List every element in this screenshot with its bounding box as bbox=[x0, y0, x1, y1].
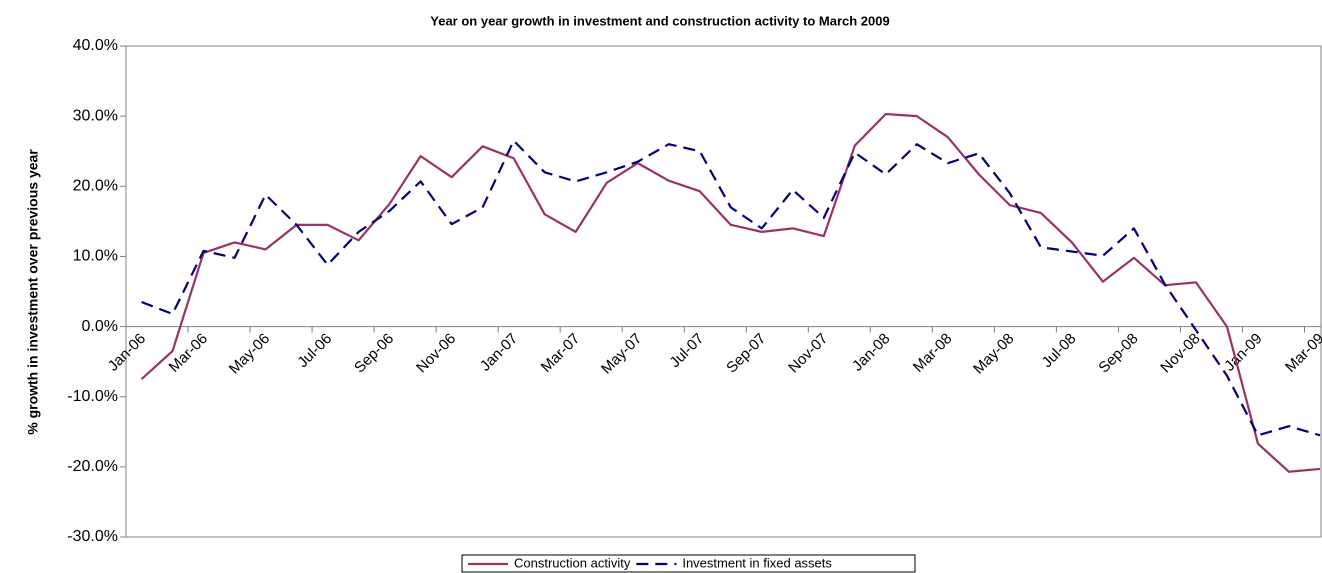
x-tick-label: Mar-06 bbox=[166, 330, 212, 376]
legend-box bbox=[461, 554, 916, 573]
x-tick-label: Jul-06 bbox=[294, 330, 335, 371]
y-tick-label: -10.0% bbox=[67, 388, 118, 405]
chart-title: Year on year growth in investment and co… bbox=[430, 13, 889, 28]
x-tick-label: Mar-09 bbox=[1282, 330, 1322, 376]
x-tick-label: Sep-06 bbox=[351, 330, 397, 376]
x-tick-label: Nov-07 bbox=[785, 330, 831, 376]
y-tick-label: 30.0% bbox=[73, 107, 118, 124]
y-tick-label: -20.0% bbox=[67, 458, 118, 475]
plot-area bbox=[125, 45, 1322, 538]
x-tick-label: Jan-08 bbox=[849, 330, 893, 374]
x-tick-label: May-08 bbox=[970, 330, 1017, 377]
y-tick-label: 10.0% bbox=[73, 248, 118, 265]
x-tick-label: May-06 bbox=[226, 330, 273, 377]
y-tick-label: 0.0% bbox=[82, 318, 118, 335]
series-line bbox=[140, 112, 1321, 473]
x-tick-label: Mar-07 bbox=[538, 330, 584, 376]
x-tick-label: Jul-07 bbox=[666, 330, 707, 371]
y-tick-label: 40.0% bbox=[73, 37, 118, 54]
y-axis-title: % growth in investment over previous yea… bbox=[25, 149, 41, 435]
x-tick-label: Sep-07 bbox=[723, 330, 769, 376]
x-tick-label: Jan-07 bbox=[477, 330, 521, 374]
x-tick-label: Nov-06 bbox=[413, 330, 459, 376]
y-tick-label: 20.0% bbox=[73, 178, 118, 195]
x-tick-label: Mar-08 bbox=[910, 330, 956, 376]
series-line bbox=[141, 139, 1321, 437]
x-tick-label: Sep-08 bbox=[1095, 330, 1141, 376]
x-tick-label: May-07 bbox=[598, 330, 645, 377]
y-tick-label: -30.0% bbox=[67, 528, 118, 545]
x-tick-label: Nov-08 bbox=[1157, 330, 1203, 376]
x-tick-label: Jul-08 bbox=[1039, 330, 1080, 371]
x-tick-label: Jan-06 bbox=[105, 330, 149, 374]
legend-label: Construction activity bbox=[514, 555, 631, 570]
legend-label: Investment in fixed assets bbox=[682, 555, 832, 570]
x-tick-label: Jan-09 bbox=[1221, 330, 1265, 374]
